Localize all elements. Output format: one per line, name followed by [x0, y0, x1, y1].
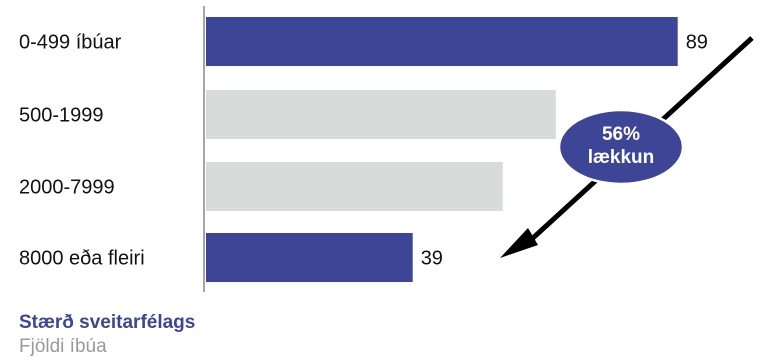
footer-subtitle: Fjöldi íbúa	[19, 336, 107, 357]
badge-ellipse	[557, 108, 685, 186]
value-labels: 89 39	[421, 32, 708, 270]
bar	[206, 162, 503, 211]
bar-chart: 0-499 íbúar 500-1999 2000-7999 8000 eða fle…	[19, 6, 754, 292]
category-label: 0-499 íbúar	[19, 32, 122, 54]
category-label: 500-1999	[19, 105, 104, 127]
arrowhead-icon	[500, 228, 538, 258]
bars-group	[206, 17, 678, 282]
bar	[206, 17, 678, 66]
value-label: 39	[421, 248, 443, 270]
category-labels: 0-499 íbúar 500-1999 2000-7999 8000 eða fle…	[19, 32, 145, 270]
footer-title: Stærð sveitarfélags	[19, 312, 196, 333]
badge-percent: 56%	[602, 124, 640, 145]
decrease-badge: 56% lækkun	[557, 108, 685, 186]
bar	[206, 233, 413, 282]
category-label: 2000-7999	[19, 177, 115, 199]
bar	[206, 90, 556, 139]
badge-label: lækkun	[588, 147, 655, 168]
value-label: 89	[686, 32, 708, 54]
category-label: 8000 eða fleiri	[19, 248, 145, 270]
